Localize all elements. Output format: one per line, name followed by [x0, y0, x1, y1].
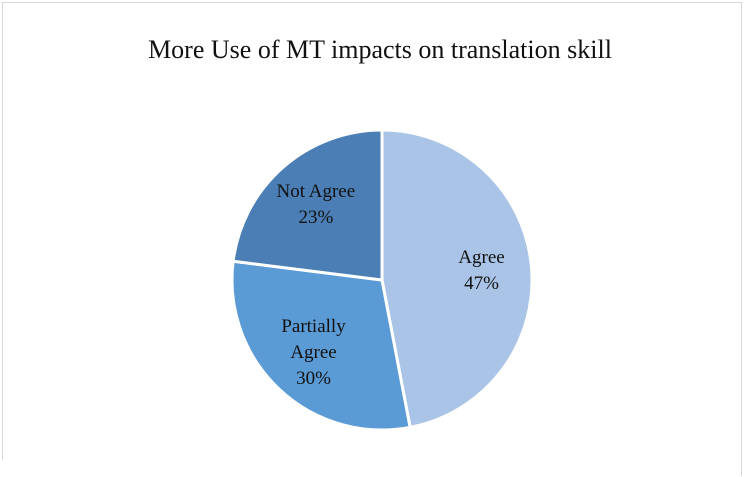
slice-label: Not Agree 23%	[268, 179, 364, 231]
slice-label: Partially Agree 30%	[266, 314, 362, 392]
slice-category: Agree	[458, 246, 505, 268]
slice-label: Agree 47%	[434, 245, 530, 297]
slice-category: Not Agree	[276, 180, 356, 202]
slice-value: 30%	[296, 367, 331, 389]
slice-value: 23%	[298, 206, 334, 228]
pie-slice	[231, 128, 384, 282]
slice-category: Partially Agree	[281, 315, 346, 363]
chart-title: More Use of MT impacts on translation sk…	[148, 35, 612, 64]
pie-slice	[230, 259, 412, 432]
slice-value: 47%	[464, 272, 499, 294]
pie-slice	[380, 128, 534, 430]
